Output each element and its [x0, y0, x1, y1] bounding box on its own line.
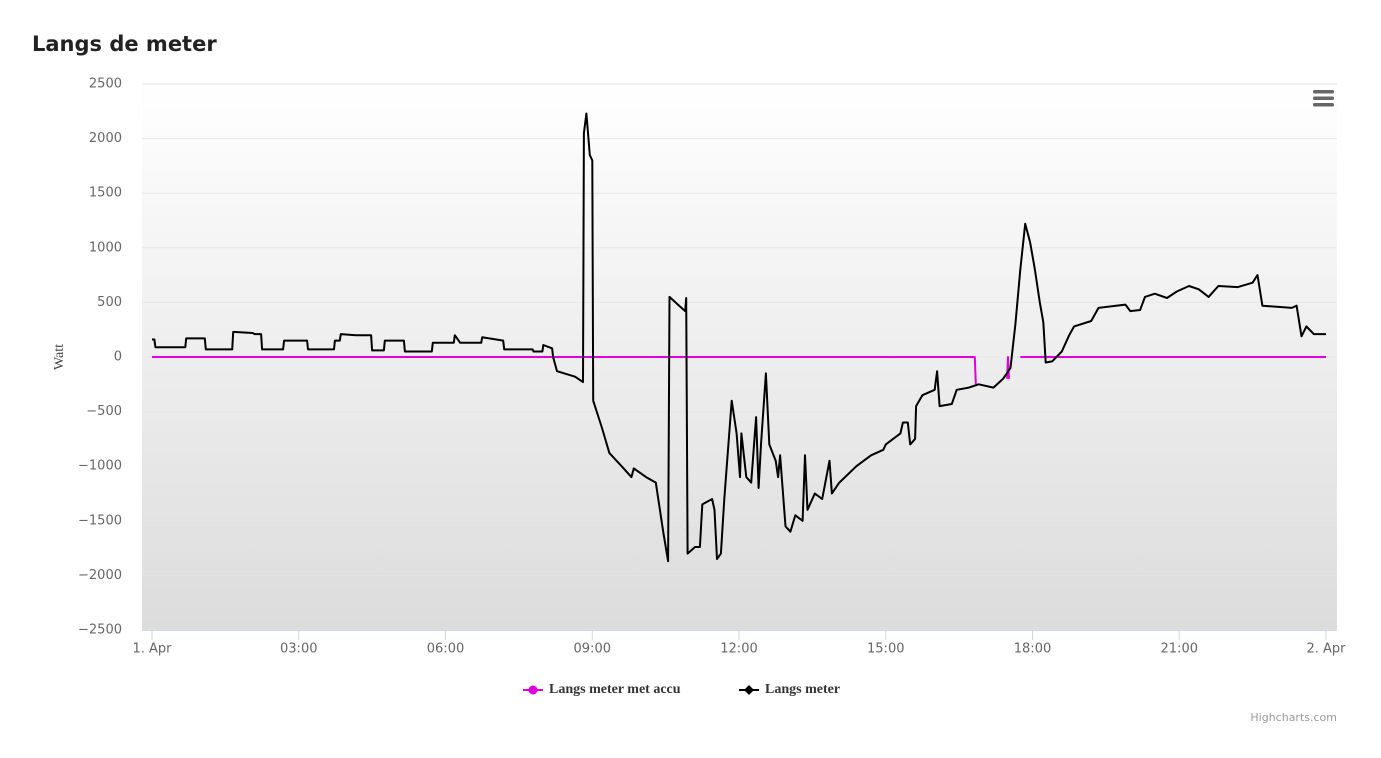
x-tick-label: 21:00: [1161, 642, 1198, 657]
x-tick-label: 09:00: [574, 642, 611, 657]
x-tick-label: 2. Apr: [1306, 642, 1346, 657]
legend-label: Langs meter: [765, 682, 840, 697]
y-tick-label: −2000: [78, 568, 122, 583]
x-tick-label: 15:00: [867, 642, 904, 657]
y-tick-label: 0: [114, 350, 122, 365]
y-tick-label: −2500: [78, 623, 122, 638]
menu-bar: [1313, 103, 1334, 107]
y-tick-label: 2000: [89, 131, 122, 146]
x-tick-label: 03:00: [280, 642, 317, 657]
legend-marker: [528, 685, 538, 695]
x-tick-label: 12:00: [720, 642, 757, 657]
legend-label: Langs meter met accu: [549, 682, 681, 697]
y-tick-label: −1500: [78, 513, 122, 528]
credits[interactable]: Highcharts.com: [1250, 711, 1337, 724]
legend-item[interactable]: Langs meter met accu: [523, 682, 681, 697]
y-tick-label: 1500: [89, 186, 122, 201]
series-line: [152, 112, 1326, 563]
menu-bar: [1313, 90, 1334, 94]
y-tick-label: 1000: [89, 240, 122, 255]
y-tick-label: 500: [97, 295, 122, 310]
legend-marker: [744, 685, 754, 695]
y-tick-label: −500: [86, 404, 122, 419]
x-tick-label: 06:00: [427, 642, 464, 657]
y-tick-label: −1000: [78, 459, 122, 474]
x-tick-label: 18:00: [1014, 642, 1051, 657]
menu-button[interactable]: [1313, 90, 1334, 107]
menu-bar: [1313, 96, 1334, 100]
x-tick-label: 1. Apr: [132, 642, 172, 657]
chart-title: Langs de meter: [32, 32, 217, 56]
legend-item[interactable]: Langs meter: [739, 682, 840, 697]
y-tick-label: 2500: [89, 77, 122, 92]
y-axis-label: Watt: [52, 344, 67, 370]
